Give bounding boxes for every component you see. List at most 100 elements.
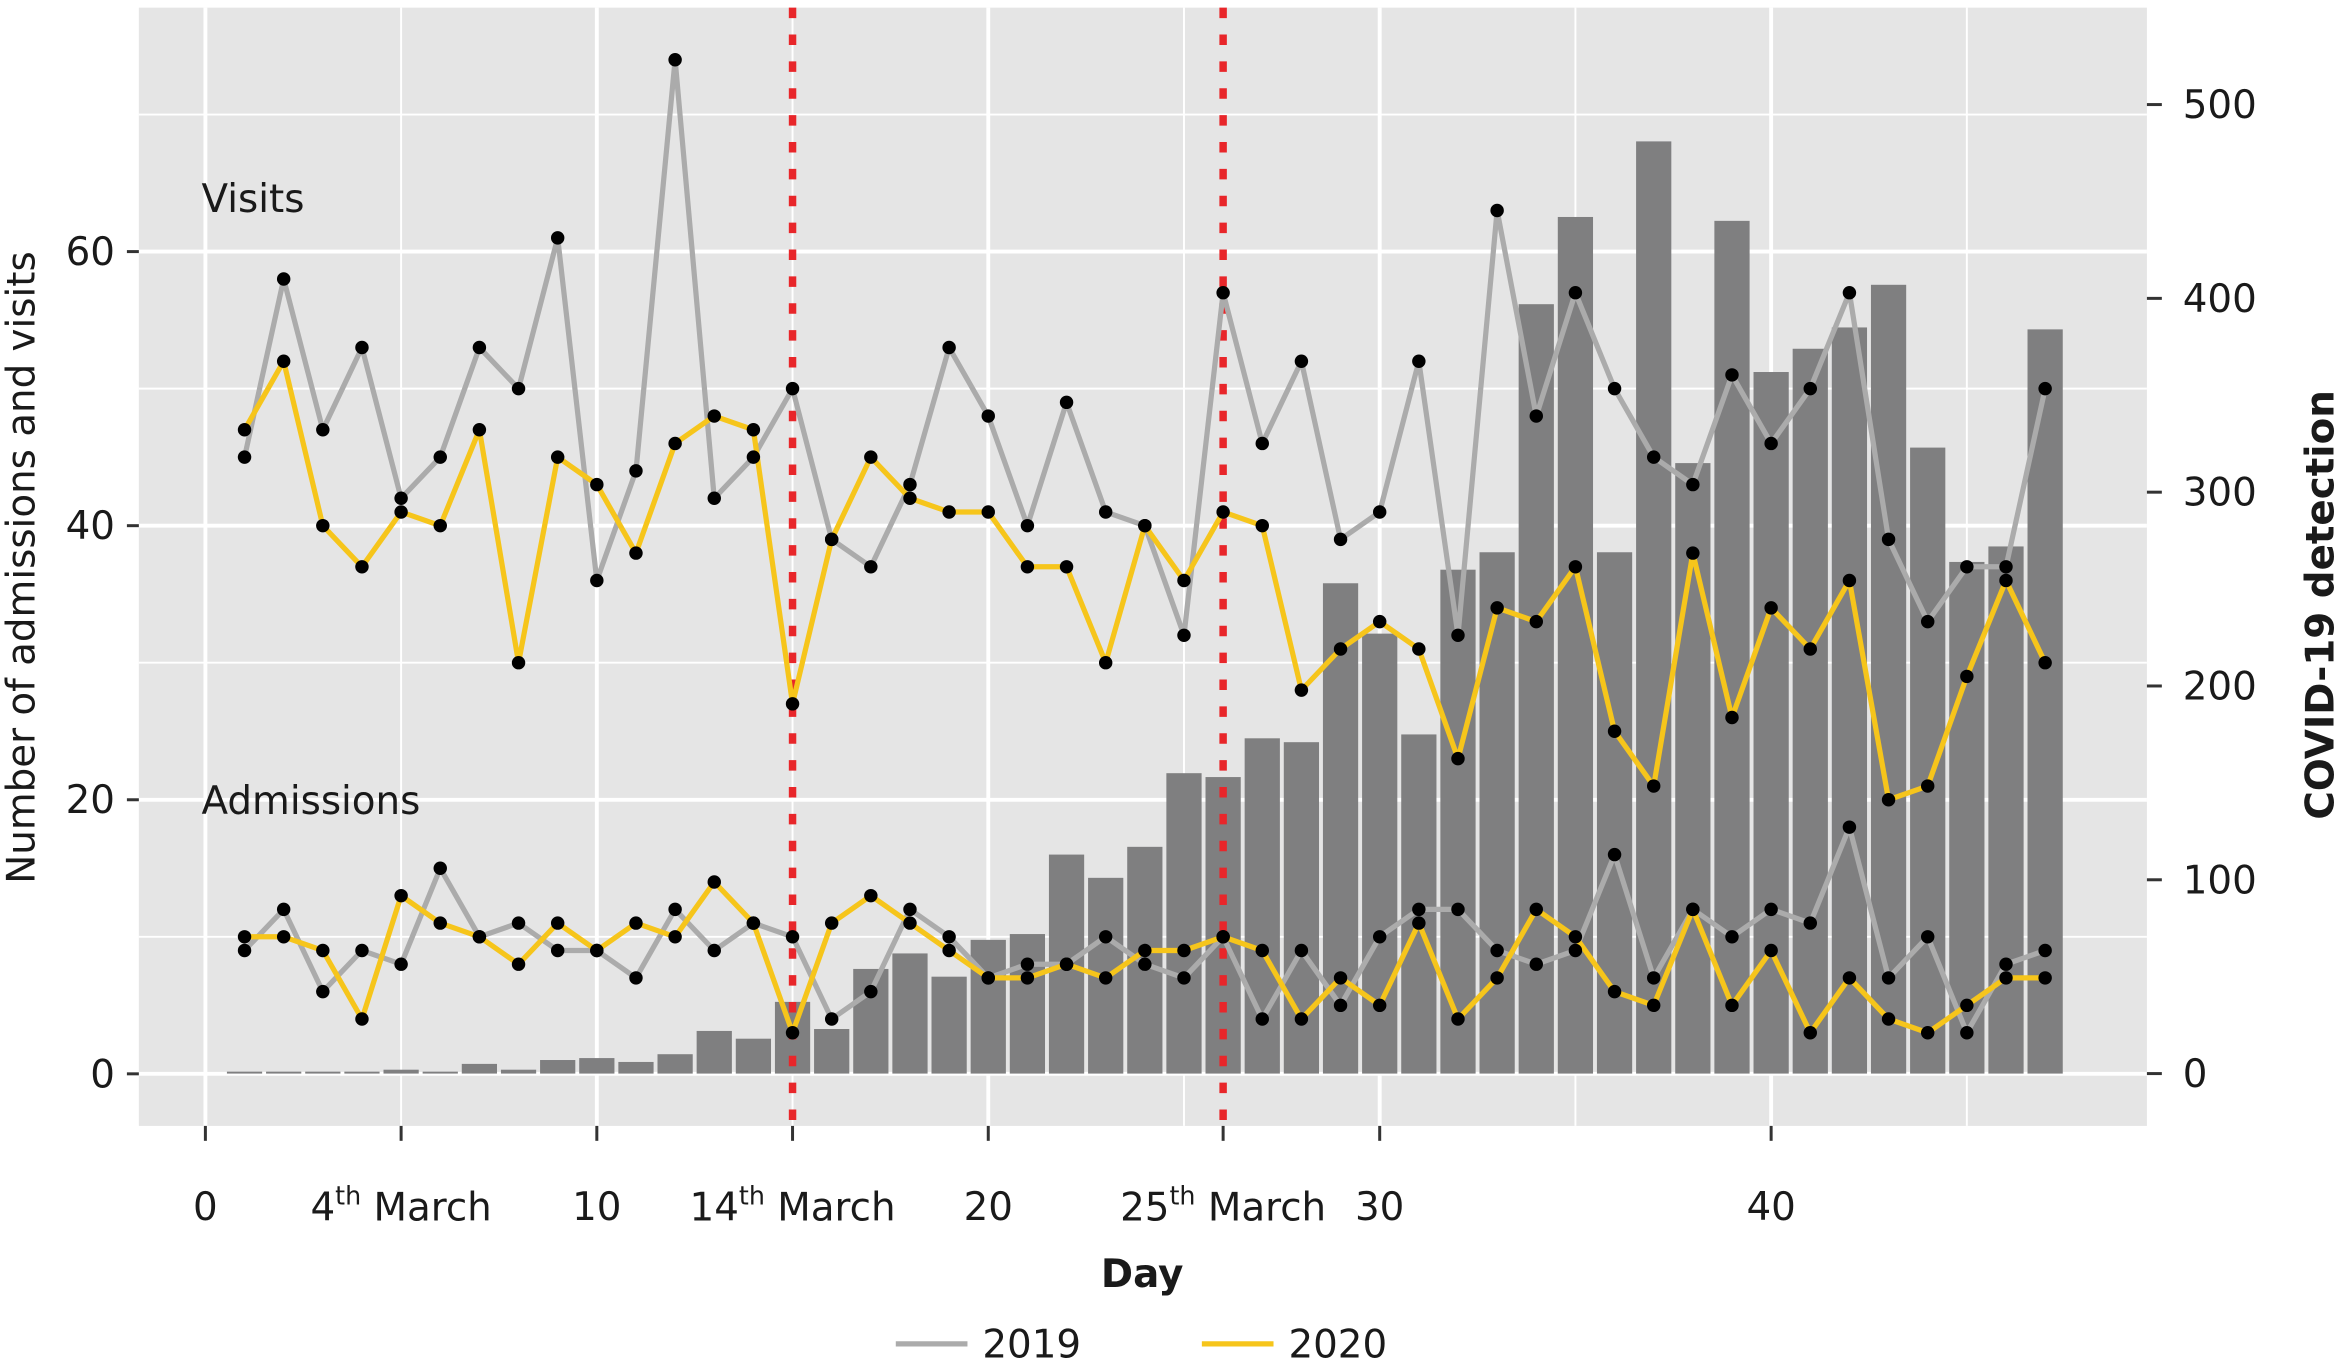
point bbox=[394, 505, 408, 519]
point bbox=[316, 943, 330, 958]
bar bbox=[696, 1030, 732, 1074]
point bbox=[1568, 285, 1583, 300]
bar bbox=[892, 953, 928, 1074]
point bbox=[629, 916, 643, 930]
point bbox=[1725, 368, 1739, 382]
point bbox=[1333, 998, 1348, 1013]
point bbox=[1607, 724, 1622, 738]
point bbox=[1803, 642, 1817, 656]
point bbox=[276, 354, 291, 368]
point bbox=[550, 231, 565, 245]
point bbox=[1490, 971, 1504, 985]
point bbox=[1607, 847, 1622, 862]
point bbox=[1255, 943, 1269, 958]
point bbox=[1686, 902, 1700, 917]
point bbox=[1451, 628, 1465, 643]
point bbox=[1999, 560, 2013, 574]
point bbox=[1255, 436, 1269, 451]
point bbox=[1372, 998, 1387, 1013]
point bbox=[355, 340, 369, 355]
point bbox=[785, 930, 800, 944]
point bbox=[629, 464, 643, 478]
point bbox=[1020, 560, 1035, 574]
point bbox=[1881, 971, 1896, 985]
point bbox=[2038, 971, 2052, 985]
point bbox=[2038, 655, 2052, 670]
point bbox=[942, 505, 956, 519]
point bbox=[668, 436, 682, 451]
point bbox=[1529, 409, 1543, 423]
point bbox=[942, 340, 956, 355]
bar bbox=[305, 1071, 341, 1074]
point bbox=[629, 546, 643, 560]
point bbox=[629, 971, 643, 985]
point bbox=[864, 888, 878, 903]
bar bbox=[814, 1029, 850, 1074]
point bbox=[1059, 957, 1074, 971]
point bbox=[1764, 902, 1778, 917]
point bbox=[1451, 1012, 1465, 1026]
point bbox=[1842, 971, 1857, 985]
y-axis-title: Number of admissions and visits bbox=[0, 251, 44, 883]
point bbox=[590, 573, 604, 588]
point bbox=[276, 902, 291, 917]
point bbox=[746, 916, 761, 930]
y2-tick-label: 300 bbox=[2183, 471, 2257, 516]
point bbox=[1764, 601, 1778, 615]
point bbox=[394, 957, 408, 971]
bar bbox=[1714, 220, 1750, 1074]
point bbox=[2038, 943, 2052, 958]
point bbox=[1020, 518, 1035, 533]
point bbox=[1646, 450, 1661, 464]
point bbox=[1333, 532, 1348, 547]
y2-tick-label: 100 bbox=[2183, 858, 2257, 903]
bar bbox=[344, 1071, 380, 1074]
point bbox=[511, 916, 526, 930]
point bbox=[1098, 505, 1113, 519]
point bbox=[1646, 998, 1661, 1013]
point bbox=[316, 984, 330, 999]
point bbox=[1881, 1012, 1896, 1026]
point bbox=[903, 902, 917, 917]
y2-tick-label: 400 bbox=[2183, 277, 2257, 322]
point bbox=[1333, 971, 1348, 985]
point bbox=[668, 902, 682, 917]
point bbox=[981, 505, 995, 519]
point bbox=[746, 423, 761, 437]
bar bbox=[1910, 447, 1946, 1074]
bar bbox=[1792, 348, 1828, 1074]
point bbox=[1333, 642, 1348, 656]
point bbox=[785, 697, 800, 711]
point bbox=[1568, 560, 1583, 574]
point bbox=[433, 861, 447, 875]
point bbox=[1490, 601, 1504, 615]
annotation: Admissions bbox=[202, 779, 421, 824]
point bbox=[864, 450, 878, 464]
point bbox=[1451, 751, 1465, 766]
point bbox=[1490, 203, 1504, 218]
bar bbox=[1166, 773, 1202, 1074]
point bbox=[1294, 943, 1309, 958]
bar bbox=[1440, 569, 1476, 1074]
point bbox=[1646, 779, 1661, 793]
point bbox=[707, 409, 721, 423]
point bbox=[1255, 1012, 1269, 1026]
point bbox=[394, 888, 408, 903]
point bbox=[355, 1012, 369, 1026]
point bbox=[1177, 573, 1191, 588]
point bbox=[1529, 614, 1543, 629]
point bbox=[1960, 669, 1974, 684]
point bbox=[707, 875, 721, 889]
point bbox=[550, 450, 565, 464]
point bbox=[903, 477, 917, 492]
point bbox=[1412, 354, 1426, 368]
point bbox=[355, 560, 369, 574]
point bbox=[1803, 381, 1817, 396]
point bbox=[1216, 930, 1230, 944]
point bbox=[316, 518, 330, 533]
bar bbox=[618, 1061, 654, 1074]
point bbox=[1098, 971, 1113, 985]
point bbox=[1920, 1026, 1935, 1040]
point bbox=[1216, 285, 1230, 300]
point bbox=[668, 53, 682, 67]
